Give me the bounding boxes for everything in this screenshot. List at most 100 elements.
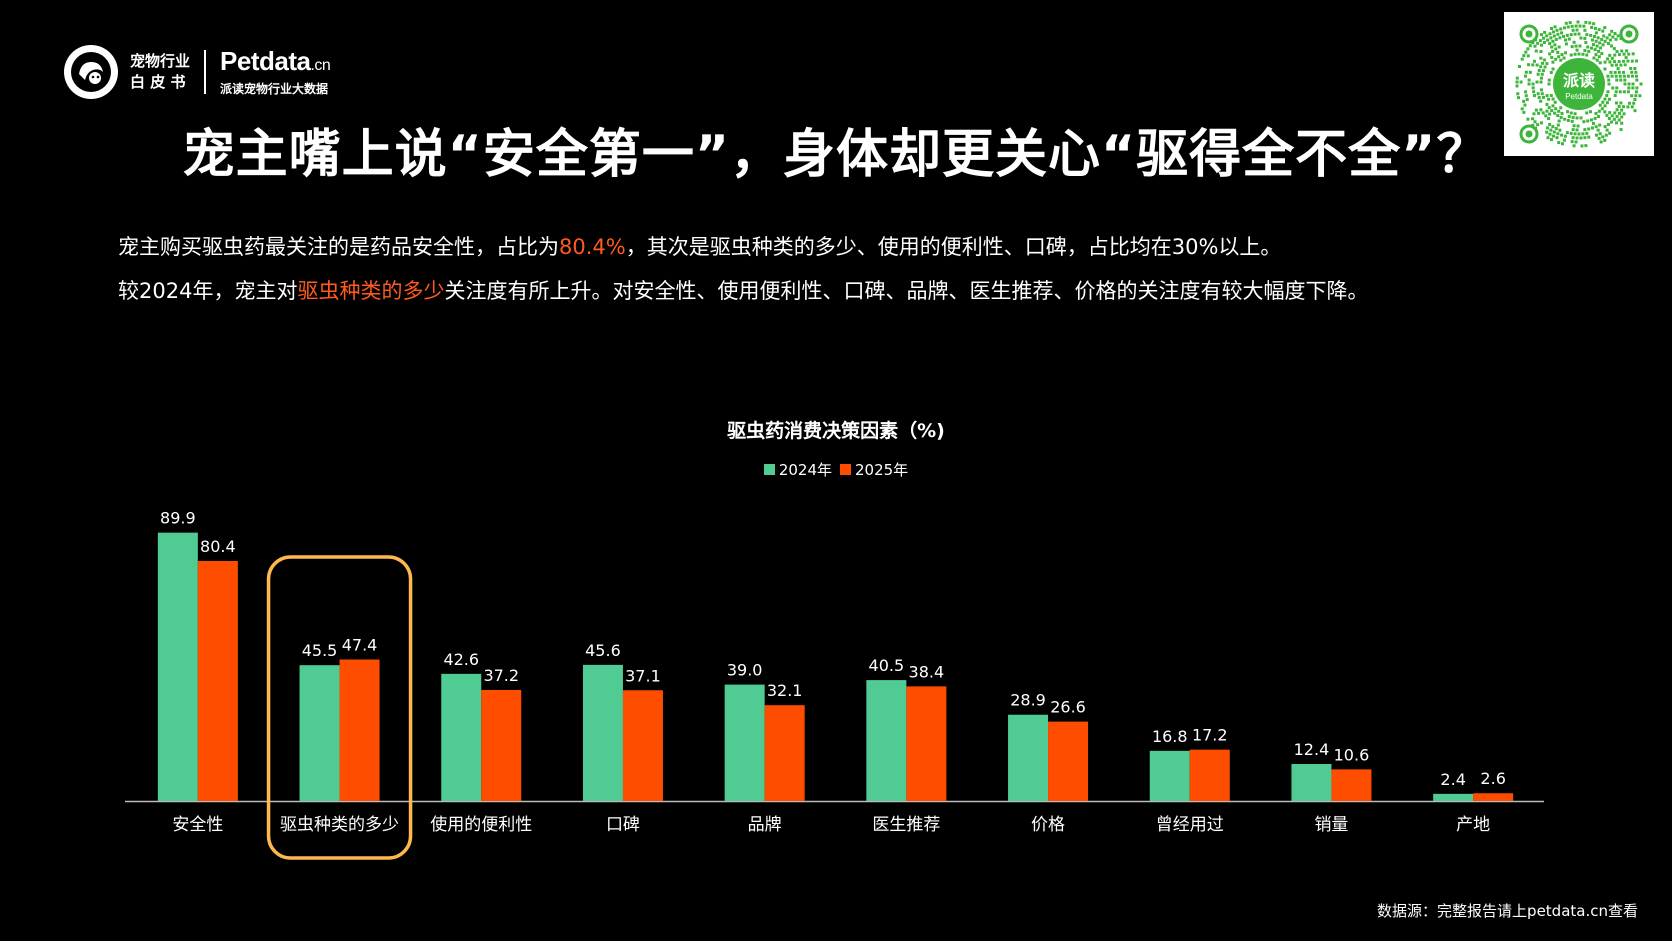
qr-dot xyxy=(1613,60,1617,64)
qr-dot xyxy=(1593,26,1597,30)
qr-dot xyxy=(1622,74,1626,78)
qr-dot xyxy=(1626,90,1630,94)
qr-dot xyxy=(1607,78,1611,82)
qr-dot xyxy=(1559,27,1563,31)
qr-dot xyxy=(1635,78,1639,82)
qr-dot xyxy=(1576,20,1580,24)
qr-dot xyxy=(1624,56,1628,60)
qr-dot xyxy=(1544,114,1548,118)
qr-dot xyxy=(1592,56,1596,60)
qr-dot xyxy=(1591,43,1595,47)
qr-dot xyxy=(1554,127,1558,131)
qr-dot xyxy=(1520,57,1524,61)
qr-dot xyxy=(1537,68,1541,72)
qr-dot xyxy=(1554,57,1558,61)
chart-title: 驱虫药消费决策因素（%) xyxy=(727,420,945,442)
legend-swatch-2024 xyxy=(763,464,775,475)
qr-finder-1 xyxy=(1619,24,1639,44)
qr-dot xyxy=(1605,101,1609,105)
qr-dot xyxy=(1598,132,1602,136)
qr-dot xyxy=(1620,108,1624,112)
qr-dot xyxy=(1541,36,1545,40)
qr-dot xyxy=(1575,136,1579,140)
page-title: 宠主嘴上说“安全第一”，身体却更关心“驱得全不全”？ xyxy=(182,125,1490,185)
qr-dot xyxy=(1630,74,1634,78)
qr-dot xyxy=(1618,90,1622,94)
qr-dot xyxy=(1579,36,1583,40)
data-source-note: 数据源：完整报告请上petdata.cn查看 xyxy=(1377,902,1638,920)
qr-dot xyxy=(1562,138,1566,142)
qr-dot xyxy=(1567,37,1571,41)
data-label: 39.0 xyxy=(727,661,763,680)
qr-dot xyxy=(1631,52,1635,56)
qr-dot xyxy=(1589,46,1593,50)
qr-dot xyxy=(1574,140,1578,144)
description-line2-highlight: 驱虫种类的多少 xyxy=(297,279,445,303)
qr-code-graphic: 派读 Petdata xyxy=(1515,20,1643,148)
qr-dot xyxy=(1622,70,1626,74)
qr-dot xyxy=(1573,32,1577,36)
qr-dot xyxy=(1533,44,1537,48)
qr-dot xyxy=(1618,74,1622,78)
data-label: 42.6 xyxy=(443,650,479,669)
description-line2-b: 关注度有所上升。对安全性、使用便利性、口碑、品牌、医生推荐、价格的关注度有较大幅… xyxy=(444,279,1369,303)
qr-dot xyxy=(1614,63,1618,67)
qr-dot xyxy=(1551,39,1555,43)
qr-dot xyxy=(1590,126,1594,130)
qr-dot xyxy=(1635,59,1639,63)
data-label: 37.2 xyxy=(483,666,519,685)
qr-dot xyxy=(1541,95,1545,99)
qr-dot xyxy=(1638,94,1642,98)
qr-code-icon[interactable]: 派读 Petdata xyxy=(1504,12,1654,156)
qr-dot xyxy=(1608,33,1612,37)
qr-dot xyxy=(1610,63,1614,67)
qr-dot xyxy=(1585,131,1589,135)
qr-dot xyxy=(1625,49,1629,53)
qr-dot xyxy=(1603,26,1607,30)
qr-dot xyxy=(1622,112,1626,116)
qr-dot xyxy=(1578,24,1582,28)
qr-dot xyxy=(1571,128,1575,132)
highlight-box xyxy=(266,555,413,860)
qr-dot xyxy=(1599,140,1603,144)
qr-dot xyxy=(1532,112,1536,116)
category-label: 使用的便利性 xyxy=(430,814,532,835)
bar-2024-6 xyxy=(1008,714,1049,801)
qr-dot xyxy=(1585,111,1589,115)
qr-dot xyxy=(1594,125,1598,129)
bar-2024-4 xyxy=(724,684,765,801)
qr-dot xyxy=(1560,133,1564,137)
qr-dot xyxy=(1613,31,1617,35)
data-label: 32.1 xyxy=(767,681,803,700)
qr-dot xyxy=(1599,46,1603,50)
qr-dot xyxy=(1534,49,1538,53)
qr-dot xyxy=(1626,74,1630,78)
qr-dot xyxy=(1522,110,1526,114)
qr-dot xyxy=(1569,111,1573,115)
qr-dot xyxy=(1548,32,1552,36)
qr-dot xyxy=(1532,94,1536,98)
qr-dot xyxy=(1546,136,1550,140)
qr-dot xyxy=(1557,55,1561,59)
data-label: 89.9 xyxy=(160,509,196,528)
qr-dot xyxy=(1547,106,1551,110)
qr-dot xyxy=(1627,52,1631,56)
qr-dot xyxy=(1524,94,1528,98)
qr-dot xyxy=(1553,43,1557,47)
qr-dot xyxy=(1610,56,1614,60)
qr-dot xyxy=(1603,60,1607,64)
qr-dot xyxy=(1528,70,1532,74)
qr-dot xyxy=(1607,82,1611,86)
qr-dot xyxy=(1550,109,1554,113)
qr-dot xyxy=(1524,70,1528,74)
qr-dot xyxy=(1588,110,1592,114)
qr-dot xyxy=(1600,52,1604,56)
qr-dot xyxy=(1553,100,1557,104)
qr-dot xyxy=(1539,56,1543,60)
qr-dot xyxy=(1536,92,1540,96)
petdata-brand: Petdata.cn 派读宠物行业大数据 xyxy=(220,47,331,98)
qr-dot xyxy=(1539,76,1543,80)
qr-dot xyxy=(1540,43,1544,47)
qr-dot xyxy=(1550,45,1554,49)
